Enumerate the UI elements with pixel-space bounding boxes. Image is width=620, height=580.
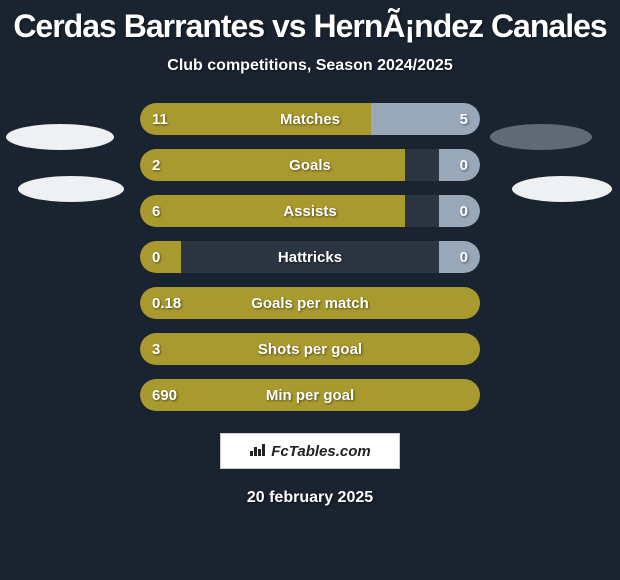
stat-row: Goals per match0.18 — [140, 287, 480, 319]
stat-value-left: 3 — [152, 333, 160, 365]
decorative-ellipse — [490, 124, 592, 150]
stat-row: Shots per goal3 — [140, 333, 480, 365]
stat-label: Min per goal — [140, 379, 480, 411]
stat-value-right: 5 — [460, 103, 468, 135]
stat-label: Shots per goal — [140, 333, 480, 365]
stat-label: Hattricks — [140, 241, 480, 273]
stat-label: Goals per match — [140, 287, 480, 319]
chart-icon — [249, 441, 267, 462]
stat-value-left: 2 — [152, 149, 160, 181]
decorative-ellipse — [18, 176, 124, 202]
stat-label: Goals — [140, 149, 480, 181]
stat-row: Hattricks0 0 — [140, 241, 480, 273]
stat-label: Assists — [140, 195, 480, 227]
stat-value-left: 11 — [152, 103, 168, 135]
stat-label: Matches — [140, 103, 480, 135]
decorative-ellipse — [6, 124, 114, 150]
stat-value-left: 690 — [152, 379, 177, 411]
stat-row: Goals2 0 — [140, 149, 480, 181]
logo-text: FcTables.com — [271, 443, 370, 460]
logo-box: FcTables.com — [220, 433, 400, 469]
stat-row: Min per goal690 — [140, 379, 480, 411]
stat-value-left: 6 — [152, 195, 160, 227]
date-text: 20 february 2025 — [0, 489, 620, 507]
stat-value-right: 0 — [460, 241, 468, 273]
stat-value-left: 0 — [152, 241, 160, 273]
page-title: Cerdas Barrantes vs HernÃ¡ndez Canales — [0, 0, 620, 45]
decorative-ellipse — [512, 176, 612, 202]
stat-row: Matches11 5 — [140, 103, 480, 135]
stat-row: Assists6 0 — [140, 195, 480, 227]
subtitle: Club competitions, Season 2024/2025 — [0, 57, 620, 75]
stat-value-right: 0 — [460, 195, 468, 227]
stat-value-left: 0.18 — [152, 287, 181, 319]
stat-value-right: 0 — [460, 149, 468, 181]
